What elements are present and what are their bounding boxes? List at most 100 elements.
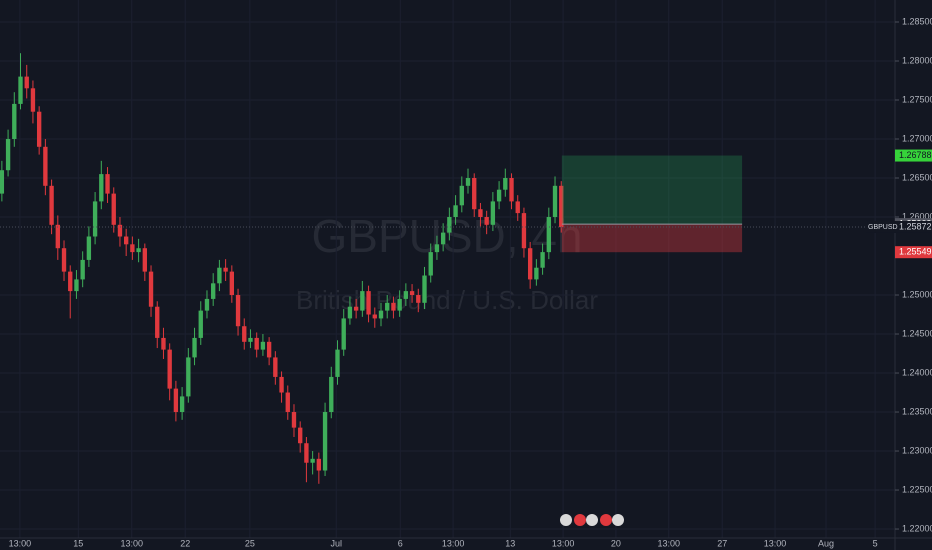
x-tick-label: 13:00 — [657, 538, 680, 548]
x-tick-label: 15 — [73, 538, 83, 548]
target-label-bg — [895, 149, 932, 162]
candle-body — [36, 111, 42, 147]
candle-body — [192, 337, 197, 358]
candle-body — [0, 170, 5, 194]
candle-body — [465, 178, 471, 186]
candle-body — [341, 318, 346, 350]
candle-body — [403, 291, 409, 299]
candle-body — [478, 209, 483, 218]
candle-body — [260, 341, 266, 350]
y-tick-label: 1.24500 — [902, 328, 932, 338]
candle-body — [335, 349, 340, 377]
candle-body — [447, 217, 452, 233]
y-tick-label: 1.22500 — [902, 484, 932, 494]
candle-body — [509, 178, 514, 202]
candle-body — [68, 271, 73, 292]
candle-body — [378, 310, 384, 319]
candle-body — [49, 185, 54, 225]
candle-body — [372, 314, 377, 319]
candle-body — [490, 201, 496, 225]
candle-body — [179, 396, 185, 413]
candle-body — [167, 349, 172, 389]
candle-body — [416, 295, 421, 303]
stop-label: 1.25549 — [899, 247, 932, 257]
candle-body — [385, 302, 390, 311]
candle-body — [484, 217, 489, 225]
candle-body — [130, 244, 135, 253]
candle-body — [273, 357, 278, 377]
x-tick-label: 6 — [398, 538, 403, 548]
stop-label-bg — [895, 246, 932, 259]
event-icons — [560, 514, 624, 526]
watermark-subtitle: British Pound / U.S. Dollar — [296, 285, 598, 315]
candle-body — [173, 388, 179, 413]
x-tick-label: 13:00 — [442, 538, 465, 548]
candle-body — [515, 201, 520, 214]
candle-body — [440, 232, 446, 245]
x-tick-label: 13:00 — [764, 538, 787, 548]
x-tick-label: 25 — [245, 538, 255, 548]
candle-body — [453, 205, 458, 218]
candle-body — [360, 291, 365, 311]
event-icon — [574, 514, 586, 526]
event-icon — [600, 514, 612, 526]
candle-body — [391, 302, 396, 311]
candle-body — [546, 217, 551, 253]
candle-body — [409, 291, 415, 296]
profit-zone — [561, 155, 743, 225]
candle-body — [123, 236, 129, 245]
x-tick-label: Aug — [818, 538, 834, 548]
y-tick-label: 1.22000 — [902, 523, 932, 533]
candle-body — [496, 189, 502, 202]
y-tick-label: 1.25000 — [902, 289, 932, 299]
x-tick-label: 27 — [717, 538, 727, 548]
candle-body — [92, 201, 98, 237]
y-tick-label: 1.26500 — [902, 172, 932, 182]
candle-body — [428, 252, 433, 276]
event-icon — [586, 514, 598, 526]
event-icon — [612, 514, 624, 526]
candle-body — [242, 326, 247, 342]
candle-body — [310, 458, 315, 463]
last-price-label-bg — [895, 220, 932, 233]
x-tick-label: 20 — [611, 538, 621, 548]
candle-body — [142, 248, 147, 272]
candle-body — [111, 193, 116, 225]
x-tick-label: 13:00 — [552, 538, 575, 548]
candle-body — [12, 103, 17, 140]
candle-body — [422, 275, 427, 303]
candle-body — [161, 337, 166, 350]
x-tick-label: 5 — [873, 538, 878, 548]
candle-body — [80, 259, 85, 280]
candle-body — [217, 267, 222, 284]
target-label: 1.26788 — [899, 150, 932, 160]
candle-body — [248, 337, 253, 342]
candle-body — [198, 310, 203, 338]
candle-body — [291, 412, 297, 428]
candle-body — [254, 337, 259, 350]
y-tick-label: 1.24000 — [902, 367, 932, 377]
candle-body — [521, 213, 527, 249]
candle-body — [74, 279, 79, 292]
candle-body — [540, 252, 545, 268]
y-tick-label: 1.27000 — [902, 133, 932, 143]
y-tick-label: 1.28000 — [902, 55, 932, 65]
candle-body — [552, 185, 558, 218]
candle-body — [559, 185, 564, 228]
candle-body — [5, 139, 11, 171]
candle-body — [229, 271, 235, 296]
candle-body — [61, 248, 67, 272]
symbol-label-bg — [866, 220, 895, 233]
candle-body — [86, 236, 92, 260]
candle-body — [279, 376, 284, 393]
candle-body — [322, 412, 328, 471]
event-icon — [560, 514, 572, 526]
candle-body — [136, 248, 141, 253]
candle-body — [223, 267, 228, 272]
y-tick-label: 1.23000 — [902, 445, 932, 455]
candle-body — [105, 174, 110, 194]
plot-area — [0, 0, 895, 538]
candle-body — [366, 291, 371, 315]
x-tick-label: Jul — [330, 538, 342, 548]
candle-body — [235, 295, 241, 327]
